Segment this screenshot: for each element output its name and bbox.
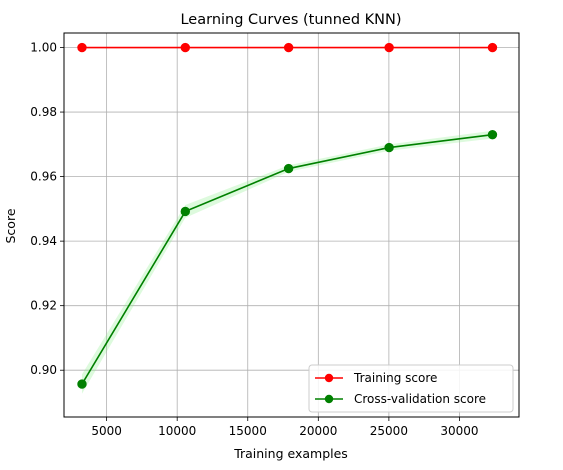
data-point: [180, 206, 191, 217]
axis-ticks: 5000 10000 15000 20000 25000 30000 0.90 0.92 0.9…: [30, 41, 478, 438]
grid-lines: [64, 33, 519, 417]
data-point: [77, 42, 87, 53]
plot-area-frame: [63, 32, 520, 418]
x-tick-label: 20000: [299, 424, 337, 438]
x-tick-label: 25000: [370, 424, 408, 438]
y-tick-label: 0.94: [30, 234, 57, 248]
series-lines: [77, 42, 498, 389]
legend-label: Cross-validation score: [354, 392, 486, 406]
data-point: [77, 379, 87, 389]
y-tick-label: 0.92: [30, 299, 57, 313]
legend-label: Training score: [353, 371, 437, 385]
legend: Training score Cross-validation score: [308, 364, 514, 413]
legend-marker: [324, 394, 334, 404]
data-point: [487, 42, 498, 53]
confidence-bands: [81, 130, 493, 394]
data-point: [384, 142, 394, 153]
data-point: [487, 129, 498, 140]
y-tick-label: 1.00: [30, 41, 57, 55]
data-point: [283, 163, 294, 174]
x-tick-label: 10000: [158, 424, 196, 438]
x-tick-label: 15000: [229, 424, 267, 438]
y-tick-label: 0.98: [30, 105, 57, 119]
x-axis-label: Training examples: [233, 446, 348, 461]
legend-marker: [324, 373, 334, 383]
y-axis-label: Score: [3, 208, 18, 243]
chart-title: Learning Curves (tunned KNN): [180, 12, 401, 28]
data-point: [384, 42, 394, 53]
x-tick-label: 5000: [91, 424, 122, 438]
data-point: [283, 42, 294, 53]
y-tick-label: 0.96: [30, 170, 57, 184]
y-tick-label: 0.90: [30, 363, 57, 377]
x-tick-label: 30000: [440, 424, 478, 438]
data-point: [180, 42, 191, 53]
legend-box: [308, 364, 514, 413]
